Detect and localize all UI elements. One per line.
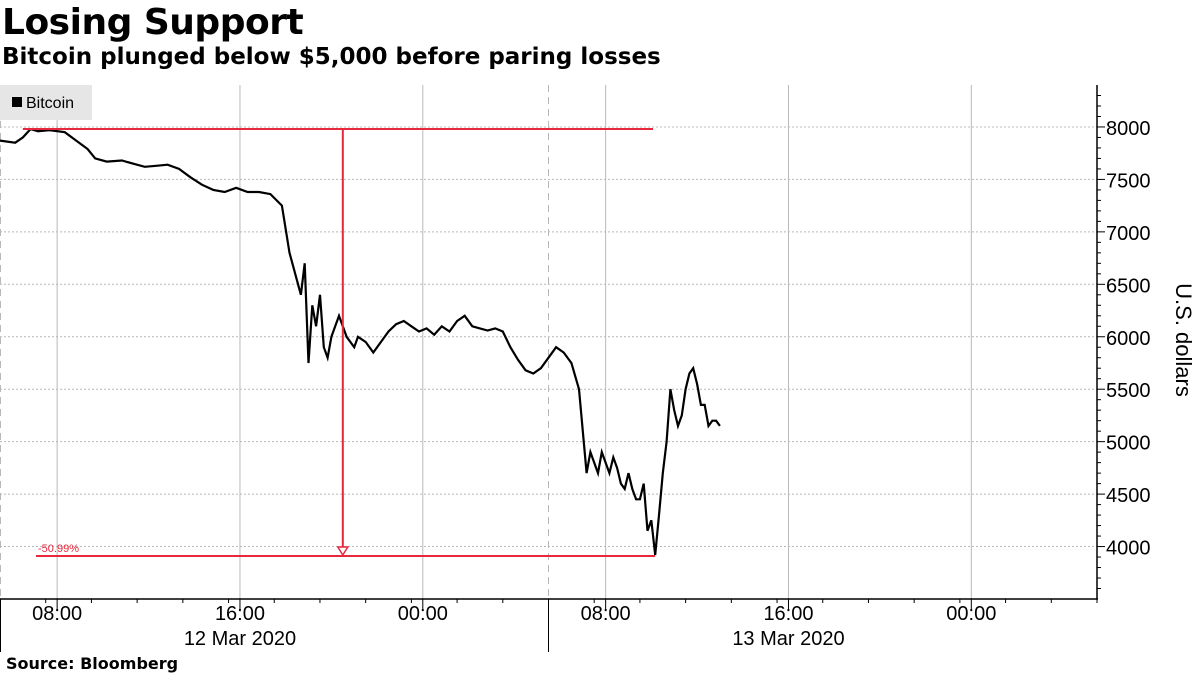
y-axis-label: U.S. dollars — [1171, 283, 1196, 397]
legend-label: Bitcoin — [26, 95, 74, 112]
axes — [0, 85, 1098, 600]
chart-subtitle: Bitcoin plunged below $5,000 before pari… — [2, 44, 661, 70]
y-tick-label: 6500 — [1106, 275, 1151, 297]
x-tick-label: 16:00 — [215, 603, 265, 625]
drawdown-annotation: -50.99% — [22, 128, 656, 557]
x-tick-label: 00:00 — [398, 603, 448, 625]
x-tick-label: 00:00 — [946, 603, 996, 625]
drawdown-arrow-head — [336, 546, 350, 557]
legend-swatch — [12, 97, 22, 107]
y-tick-label: 4000 — [1106, 538, 1151, 560]
y-tick-label: 5500 — [1106, 380, 1151, 402]
y-tick-labels: 8000 7500 7000 6500 6000 5500 5000 4500 4000 — [1106, 118, 1151, 560]
y-tick-label: 7500 — [1106, 170, 1151, 192]
x-tick-label: 08:00 — [581, 603, 631, 625]
y-tick-label: 4500 — [1106, 485, 1151, 507]
source-note: Source: Bloomberg — [6, 654, 179, 673]
y-tick-label: 6000 — [1106, 328, 1151, 350]
y-tick-label: 5000 — [1106, 433, 1151, 455]
drawdown-label: -50.99% — [38, 543, 79, 555]
date-label: 13 Mar 2020 — [732, 628, 844, 650]
bitcoin-price-line — [0, 127, 721, 556]
x-tick-label: 08:00 — [32, 603, 82, 625]
chart-title: Losing Support — [2, 2, 304, 43]
gridlines — [0, 94, 1105, 590]
legend: Bitcoin — [0, 85, 92, 120]
time-gridlines — [0, 85, 1098, 652]
x-tick-labels: 08:00 16:00 00:00 08:00 16:00 00:00 — [32, 603, 996, 625]
x-tick-label: 16:00 — [763, 603, 813, 625]
date-label: 12 Mar 2020 — [184, 628, 296, 650]
y-tick-label: 8000 — [1106, 118, 1151, 140]
date-labels: 12 Mar 2020 13 Mar 2020 — [184, 628, 845, 650]
series-layer — [0, 127, 721, 556]
y-tick-label: 7000 — [1106, 223, 1151, 245]
